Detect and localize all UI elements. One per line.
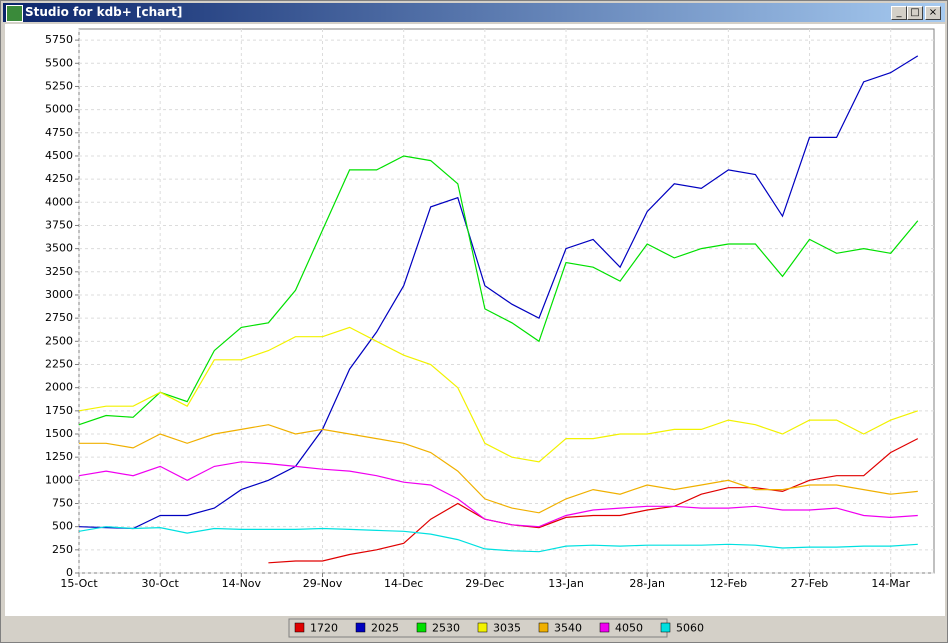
series-line [78,55,919,530]
chart: 0 250 500 750 1000 1250 1500 1750 2000 2250 2500 27… [5,24,945,638]
close-button[interactable]: × [925,6,941,20]
y-tick-label: 5250 [45,79,73,92]
y-tick-label: 4000 [45,195,73,208]
legend-label: 1720 [310,622,338,635]
y-tick-label: 5000 [45,103,73,116]
y-tick-label: 5500 [45,56,73,69]
x-tick-label: 12-Feb [710,577,747,590]
x-tick-label: 14-Mar [871,577,910,590]
x-tick-label: 15-Oct [60,577,98,590]
y-tick-label: 3750 [45,218,73,231]
y-tick-label: 2500 [45,334,73,347]
y-tick-label: 4500 [45,149,73,162]
legend-swatch [477,622,488,633]
series-line [79,424,918,514]
x-tick-label: 13-Jan [548,577,584,590]
x-tick-label: 29-Nov [303,577,343,590]
legend-label: 3035 [493,622,521,635]
series-line [78,461,918,528]
y-tick-label: 4750 [45,126,73,139]
legend-swatch [538,622,549,633]
x-tick-label: 28-Jan [629,577,665,590]
y-tick-label: 2750 [45,311,73,324]
x-tick-label: 29-Dec [465,577,504,590]
legend-swatch [355,622,366,633]
series-line [78,326,918,463]
y-tick-label: 750 [52,496,73,509]
x-tick-label: 14-Dec [384,577,423,590]
legend: 1720 2025 2530 3035 3540 4050 5060 [288,618,704,638]
legend-swatch [660,622,671,633]
y-tick-label: 500 [52,520,73,533]
legend-swatch [416,622,427,633]
y-tick-label: 3000 [45,288,73,301]
legend-label: 3540 [554,622,582,635]
y-tick-label: 1500 [45,427,73,440]
y-tick-label: 1250 [45,450,73,463]
legend-label: 5060 [676,622,704,635]
y-tick-label: 250 [52,543,73,556]
x-tick-label: 27-Feb [791,577,828,590]
y-tick-label: 0 [66,566,73,579]
y-tick-label: 5750 [45,33,73,46]
y-tick-label: 2250 [45,357,73,370]
title-bar: Studio for kdb+ [chart] _ □ × [3,3,945,22]
y-tick-label: 3500 [45,242,73,255]
series-line [268,438,919,564]
y-tick-label: 1750 [45,404,73,417]
window-title: Studio for kdb+ [chart] [25,5,183,19]
legend-label: 2025 [371,622,399,635]
legend-swatch [599,622,610,633]
x-tick-label: 14-Nov [222,577,262,590]
legend-swatch [294,622,305,633]
legend-label: 4050 [615,622,643,635]
legend-label: 2530 [432,622,460,635]
y-tick-label: 3250 [45,265,73,278]
app-icon [6,5,23,22]
x-tick-label: 30-Oct [142,577,180,590]
y-tick-label: 1000 [45,473,73,486]
maximize-button[interactable]: □ [907,6,923,20]
series-line [78,526,918,553]
y-tick-label: 4250 [45,172,73,185]
series-line [78,155,919,426]
minimize-button[interactable]: _ [891,6,907,20]
y-tick-label: 2000 [45,381,73,394]
